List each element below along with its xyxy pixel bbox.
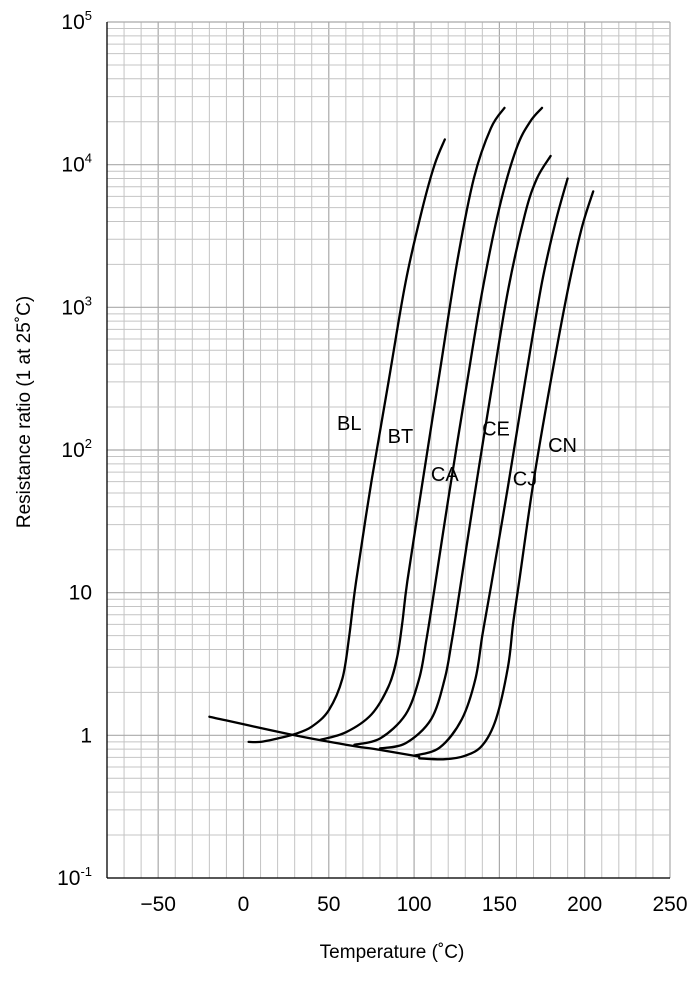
y-tick-labels: 10-1 1 10 102 103 104 105: [57, 8, 92, 890]
y-tick-label: 103: [61, 293, 92, 319]
x-tick-label: −50: [140, 893, 176, 916]
y-axis-title: Resistance ratio (1 at 25˚C): [14, 296, 35, 528]
series-curves: [208, 106, 595, 761]
x-tick-label: 50: [317, 893, 340, 916]
series-label-bl: BL: [337, 413, 361, 435]
y-tick-label: 104: [61, 151, 92, 177]
series-label-bt: BT: [388, 426, 414, 448]
y-tick-label: 10: [69, 582, 92, 605]
y-tick-label: 10-1: [57, 864, 92, 890]
x-tick-labels: −50 0 50 100 150 200 250: [140, 893, 687, 916]
y-tick-label: 105: [61, 8, 92, 34]
x-tick-label: 100: [397, 893, 432, 916]
axes: [106, 22, 670, 879]
x-axis-title: Temperature (˚C): [320, 942, 465, 963]
x-tick-label: 0: [238, 893, 250, 916]
x-tick-label: 200: [567, 893, 602, 916]
series-label-cj: CJ: [513, 469, 537, 491]
series-labels: BL BT CA CE CJ CN: [337, 413, 577, 491]
x-tick-label: 250: [652, 893, 687, 916]
y-tick-label: 1: [80, 724, 92, 747]
series-ca-line: [353, 106, 544, 746]
series-cn-line: [418, 190, 595, 761]
series-cj-line: [412, 177, 569, 757]
baseline-series-line: [208, 715, 421, 758]
series-bt-line: [319, 106, 506, 741]
series-ce-line: [378, 154, 552, 750]
y-tick-label: 102: [61, 436, 92, 462]
series-label-ca: CA: [431, 464, 459, 486]
x-tick-label: 150: [482, 893, 517, 916]
grid: [106, 21, 671, 879]
series-bl-line: [247, 138, 446, 744]
series-label-ce: CE: [482, 418, 510, 440]
series-label-cn: CN: [548, 435, 577, 457]
